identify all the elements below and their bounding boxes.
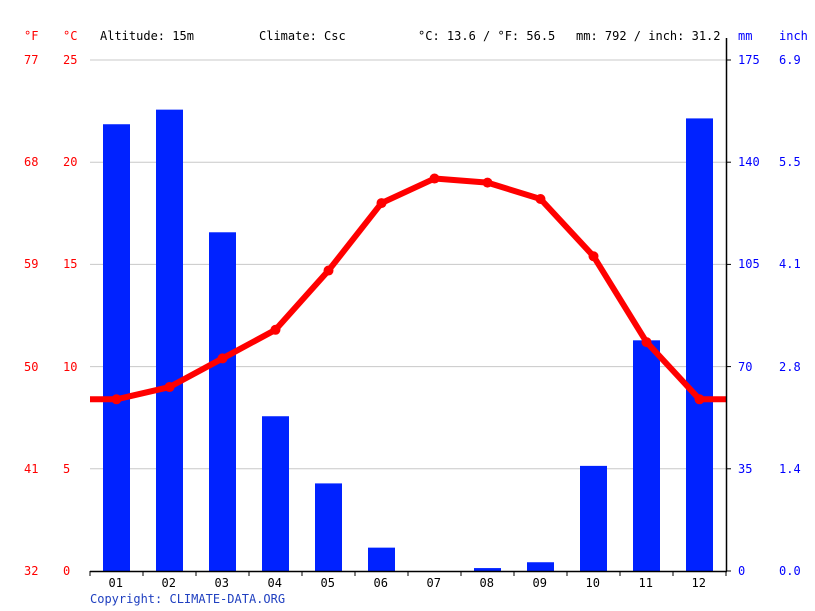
month-tick-label: 07 bbox=[426, 576, 441, 590]
celsius-tick-label: 20 bbox=[63, 155, 78, 170]
precipitation-bar bbox=[156, 109, 183, 571]
mm-tick-label: 0 bbox=[738, 564, 746, 578]
temperature-point bbox=[694, 394, 705, 405]
axes bbox=[89, 38, 731, 576]
mm-tick-label: 105 bbox=[738, 257, 760, 272]
fahrenheit-tick-label: 32 bbox=[24, 564, 39, 578]
precipitation-bar bbox=[474, 568, 501, 571]
precipitation-bar bbox=[209, 232, 236, 571]
fahrenheit-tick-label: 59 bbox=[24, 257, 39, 272]
inch-tick-label: 2.8 bbox=[779, 359, 801, 374]
average-temperature-label: °C: 13.6 / °F: 56.5 bbox=[418, 29, 556, 43]
climate-label: Climate: Csc bbox=[259, 29, 346, 43]
temperature-line bbox=[90, 173, 726, 405]
month-tick-label: 01 bbox=[108, 576, 123, 590]
temperature-point bbox=[588, 251, 599, 262]
celsius-tick-label: 15 bbox=[63, 257, 78, 272]
month-tick-label: 04 bbox=[267, 576, 282, 590]
temperature-point bbox=[482, 177, 493, 188]
celsius-tick-label: 0 bbox=[63, 564, 71, 578]
temperature-point bbox=[323, 265, 334, 276]
mm-unit-label: mm bbox=[738, 29, 753, 43]
temperature-point bbox=[641, 337, 652, 348]
temperature-point bbox=[111, 394, 122, 405]
month-tick-label: 11 bbox=[638, 576, 653, 590]
celsius-tick-label: 25 bbox=[63, 53, 78, 67]
temperature-polyline bbox=[90, 175, 726, 403]
inch-tick-label: 1.4 bbox=[779, 461, 801, 476]
fahrenheit-tick-label: 41 bbox=[24, 461, 39, 476]
total-precipitation-label: mm: 792 / inch: 31.2 bbox=[576, 29, 721, 43]
precipitation-bar bbox=[103, 124, 130, 572]
altitude-label: Altitude: 15m bbox=[100, 29, 194, 43]
month-tick-label: 12 bbox=[691, 576, 706, 590]
precipitation-bar bbox=[262, 416, 289, 571]
mm-tick-label: 140 bbox=[738, 155, 760, 170]
temperature-point bbox=[429, 173, 440, 184]
temperature-point bbox=[376, 198, 387, 209]
month-tick-label: 06 bbox=[373, 576, 388, 590]
temperature-point bbox=[164, 382, 175, 393]
temperature-point bbox=[270, 324, 281, 335]
celsius-tick-label: 10 bbox=[63, 359, 78, 374]
month-tick-label: 05 bbox=[320, 576, 335, 590]
inch-unit-label: inch bbox=[779, 29, 808, 43]
celsius-unit-label: °C bbox=[63, 29, 78, 43]
mm-tick-label: 175 bbox=[738, 53, 760, 67]
month-tick-label: 09 bbox=[532, 576, 547, 590]
fahrenheit-tick-label: 77 bbox=[24, 53, 39, 67]
temperature-point bbox=[217, 353, 228, 364]
precipitation-bar bbox=[633, 340, 660, 571]
inch-tick-label: 0.0 bbox=[779, 564, 801, 578]
month-tick-label: 03 bbox=[214, 576, 229, 590]
precipitation-bar bbox=[686, 118, 713, 572]
temperature-point bbox=[535, 193, 546, 204]
fahrenheit-tick-label: 68 bbox=[24, 155, 39, 170]
precipitation-bar bbox=[580, 465, 607, 571]
inch-tick-label: 6.9 bbox=[779, 53, 801, 67]
month-tick-label: 02 bbox=[161, 576, 176, 590]
precipitation-bar bbox=[527, 562, 554, 571]
inch-tick-label: 4.1 bbox=[779, 257, 801, 272]
gridlines bbox=[90, 59, 726, 470]
precipitation-bars bbox=[103, 109, 713, 572]
precipitation-bar bbox=[368, 547, 395, 571]
month-tick-label: 08 bbox=[479, 576, 494, 590]
fahrenheit-unit-label: °F bbox=[24, 29, 39, 43]
copyright-label: Copyright: CLIMATE-DATA.ORG bbox=[90, 592, 286, 606]
month-tick-label: 10 bbox=[585, 576, 600, 590]
mm-tick-label: 70 bbox=[738, 359, 753, 374]
mm-tick-label: 35 bbox=[738, 461, 753, 476]
fahrenheit-tick-label: 50 bbox=[24, 359, 39, 374]
inch-tick-label: 5.5 bbox=[779, 155, 801, 170]
celsius-tick-label: 5 bbox=[63, 461, 71, 476]
precipitation-bar bbox=[315, 483, 342, 571]
